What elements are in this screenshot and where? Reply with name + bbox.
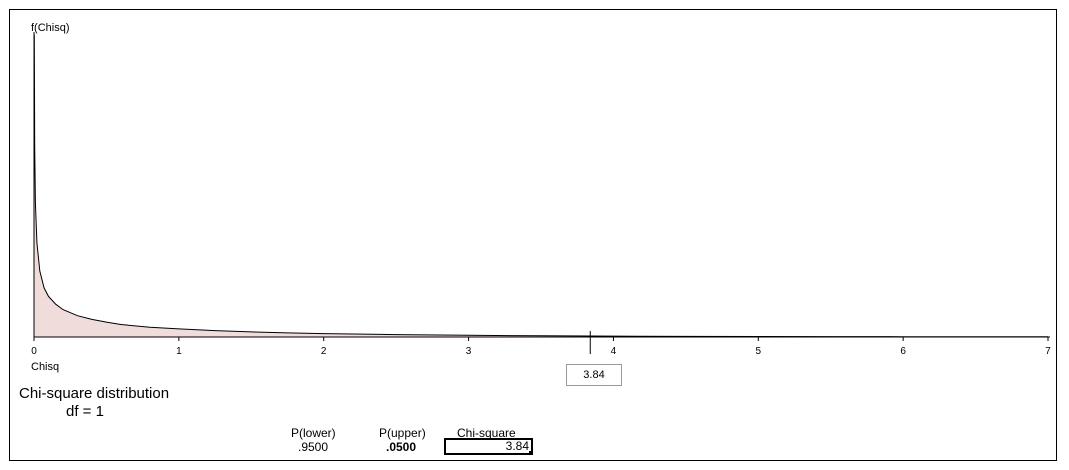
p-upper-header: P(upper) — [379, 426, 426, 440]
density-curve — [33, 34, 1048, 338]
x-tick-label: 2 — [321, 346, 327, 357]
p-upper-value: .0500 — [386, 440, 417, 454]
chi-square-input[interactable]: 3.84 — [444, 438, 533, 455]
shaded-area — [34, 35, 591, 337]
degrees-of-freedom: df = 1 — [66, 403, 104, 420]
distribution-title: Chi-square distribution — [19, 385, 170, 402]
x-tick-label: 5 — [756, 346, 762, 357]
x-tick-label: 6 — [900, 346, 906, 357]
chi-square-input-handle[interactable] — [529, 451, 533, 455]
y-axis-label: f(Chisq) — [31, 22, 70, 34]
p-lower-header: P(lower) — [291, 426, 336, 440]
critical-value-label: 3.84 — [566, 364, 622, 386]
x-tick-label: 4 — [611, 346, 617, 357]
x-tick-label: 3 — [466, 346, 472, 357]
x-tick-label: 1 — [176, 346, 182, 357]
chi-square-chart: 0 1 2 3 4 5 6 7 f(Chisq) Chisq — [31, 22, 1051, 373]
chart-frame: 0 1 2 3 4 5 6 7 f(Chisq) Chisq 3.84 Chi-square … — [9, 9, 1057, 461]
x-axis-label: Chisq — [31, 361, 59, 373]
x-tick-label: 7 — [1045, 346, 1051, 357]
p-lower-value: .9500 — [298, 440, 329, 454]
x-tick-label: 0 — [31, 346, 37, 357]
chi-square-header: Chi-square — [457, 426, 516, 440]
